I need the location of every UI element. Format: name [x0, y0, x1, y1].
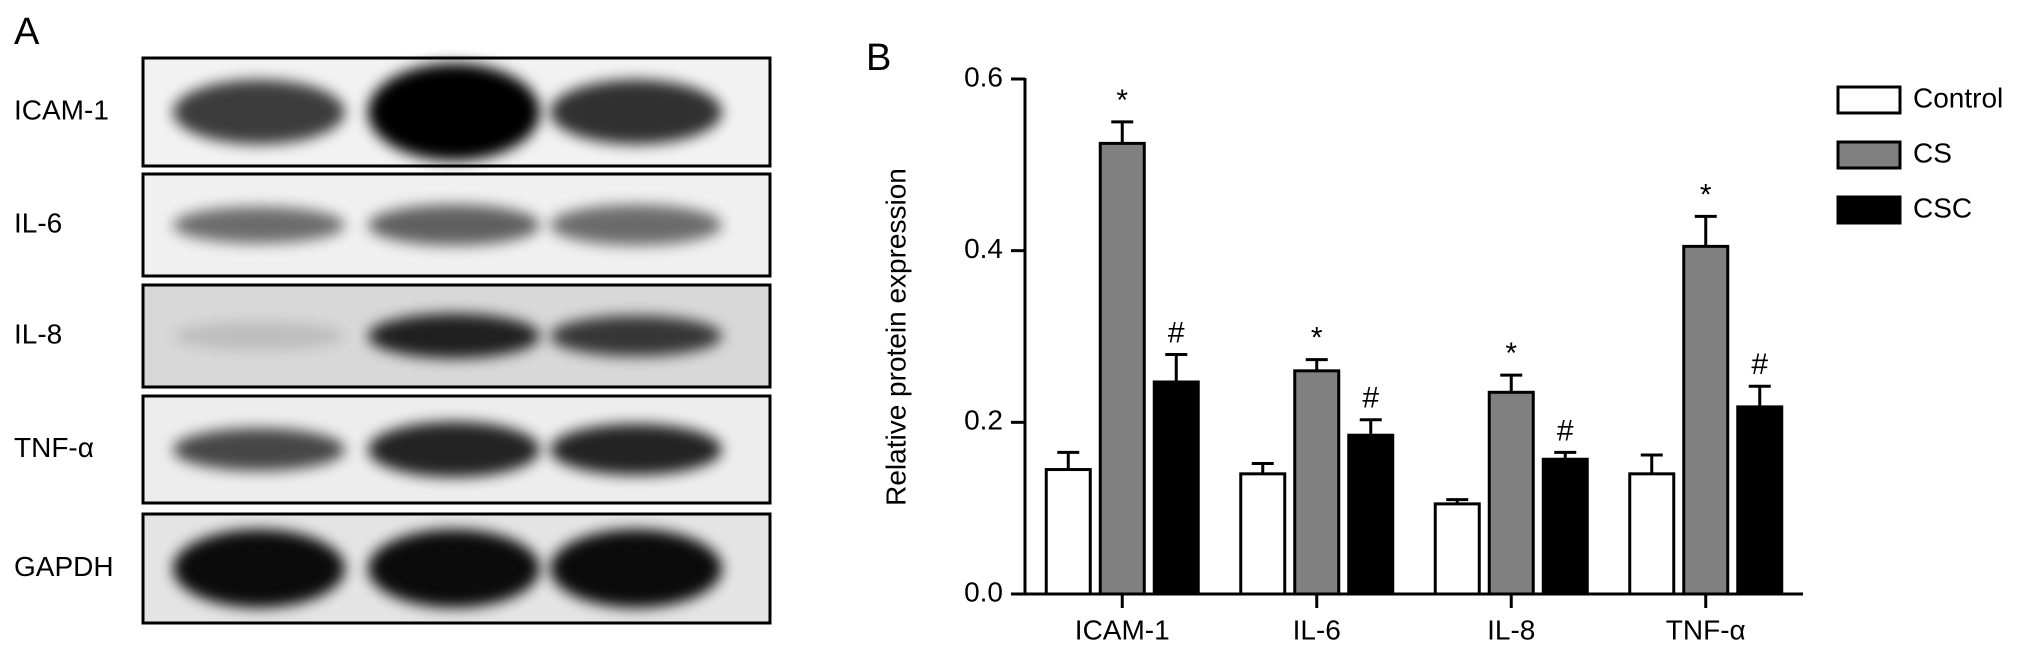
- significance-mark: *: [1311, 322, 1323, 355]
- bar: [1293, 369, 1341, 596]
- significance-mark: #: [1557, 414, 1574, 447]
- blot-band: [173, 79, 345, 145]
- blot-band: [368, 63, 540, 161]
- blot-band: [550, 315, 722, 357]
- bar: [1239, 472, 1287, 596]
- y-tick-label: 0.2: [964, 405, 1003, 436]
- y-axis-label: Relative protein expression: [880, 168, 911, 506]
- blot-band: [550, 423, 722, 476]
- blot-band: [368, 204, 540, 246]
- bar: [1433, 502, 1481, 596]
- blot-band: [368, 529, 540, 608]
- legend-swatch: [1836, 140, 1902, 170]
- row-label: IL-6: [14, 207, 62, 238]
- blot-band: [368, 421, 540, 478]
- x-tick-label: IL-8: [1487, 614, 1535, 645]
- bar: [1487, 390, 1535, 596]
- blot-band: [173, 428, 345, 471]
- bar: [1044, 468, 1092, 596]
- legend-swatch: [1836, 85, 1902, 115]
- legend-label: CS: [1913, 137, 1952, 168]
- x-tick-label: IL-6: [1293, 614, 1341, 645]
- row-label: ICAM-1: [14, 94, 109, 125]
- x-tick-label: TNF-α: [1666, 614, 1746, 645]
- panel-label: B: [866, 37, 891, 79]
- legend-label: CSC: [1913, 192, 1972, 223]
- western-blot: ICAM-1 IL-6 IL-8 TNF-α GAPDH: [14, 56, 772, 625]
- row-label: TNF-α: [14, 432, 94, 463]
- blot-band: [173, 206, 345, 244]
- bar: [1628, 472, 1676, 596]
- bar: [1736, 405, 1784, 596]
- y-tick-label: 0.6: [964, 61, 1003, 92]
- blot-band: [550, 204, 722, 246]
- panel-label: A: [14, 11, 40, 53]
- blot-band: [550, 529, 722, 608]
- significance-mark: #: [1362, 382, 1379, 415]
- significance-mark: #: [1168, 316, 1185, 349]
- legend-label: Control: [1913, 82, 2003, 113]
- y-tick-label: 0.0: [964, 576, 1003, 607]
- bar-chart: 0.0 0.2 0.4 0.6 ICAM-1 * # IL-6 * # IL-8 * # TNF-α * # C…: [964, 61, 2003, 645]
- blot-band: [173, 529, 345, 608]
- bar: [1098, 141, 1146, 596]
- significance-mark: *: [1116, 84, 1128, 117]
- bar: [1347, 433, 1395, 596]
- row-label: GAPDH: [14, 551, 114, 582]
- significance-mark: *: [1700, 178, 1712, 211]
- significance-mark: *: [1505, 337, 1517, 370]
- x-tick-label: ICAM-1: [1075, 614, 1170, 645]
- y-tick-label: 0.4: [964, 233, 1003, 264]
- significance-mark: #: [1751, 348, 1768, 381]
- row-label: IL-8: [14, 318, 62, 349]
- blot-band: [550, 79, 722, 145]
- blot-band: [173, 321, 345, 351]
- legend-swatch: [1836, 195, 1902, 225]
- bar: [1682, 244, 1730, 596]
- bar: [1152, 380, 1200, 596]
- blot-band: [368, 313, 540, 359]
- bar: [1541, 457, 1589, 596]
